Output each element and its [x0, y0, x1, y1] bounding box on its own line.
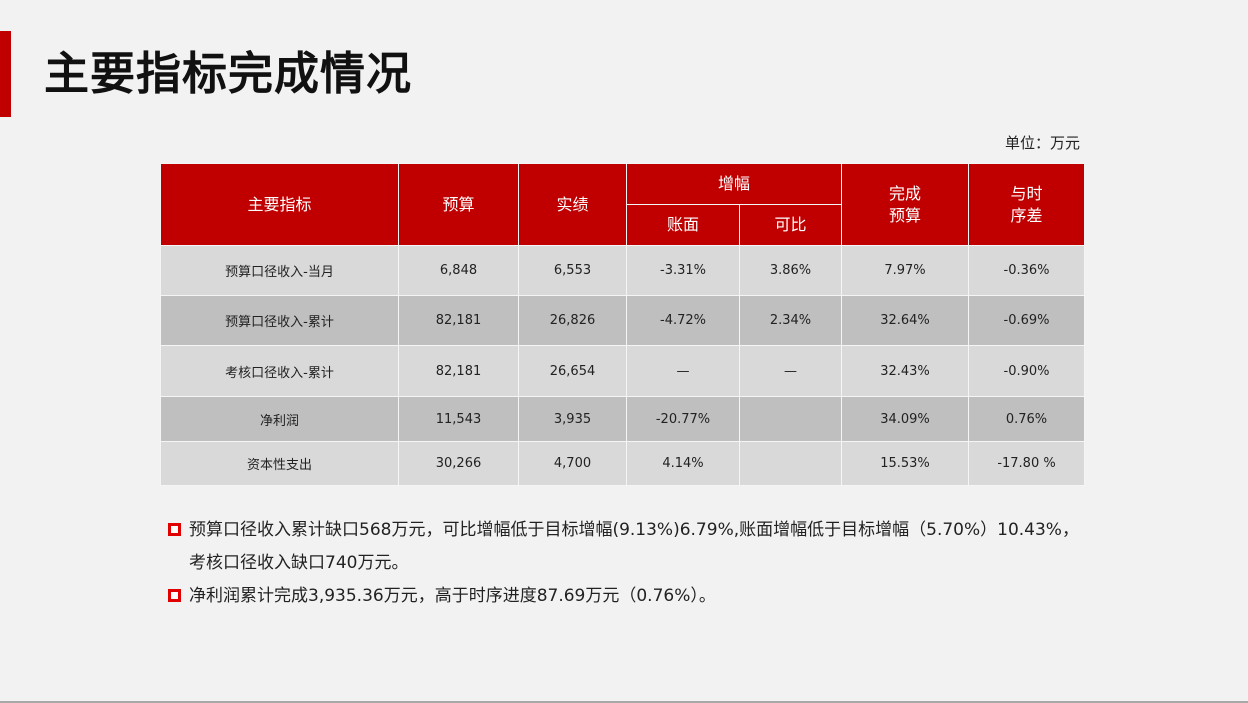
- header-growth-comparable: 可比: [738, 204, 843, 246]
- notes-list: 预算口径收入累计缺口568万元，可比增幅低于目标增幅(9.13%)6.79%,账…: [168, 514, 1128, 613]
- cell-budget: 82,181: [398, 345, 519, 397]
- header-timing-line1: 与时: [1010, 183, 1043, 203]
- cell-completion: 32.43%: [841, 345, 970, 397]
- bottom-divider: [0, 701, 1248, 703]
- cell-timing-diff: -0.69%: [968, 295, 1086, 346]
- title-accent-bar: [0, 31, 11, 117]
- note-text: 净利润累计完成3,935.36万元，高于时序进度87.69万元（0.76%）。: [189, 586, 716, 606]
- cell-completion: 7.97%: [841, 245, 970, 296]
- cell-actual: 26,654: [518, 345, 627, 397]
- header-actual: 实绩: [518, 163, 627, 246]
- cell-growth-comparable: 3.86%: [738, 245, 843, 296]
- note-item: 预算口径收入累计缺口568万元，可比增幅低于目标增幅(9.13%)6.79%,账…: [168, 514, 1128, 580]
- cell-completion: 32.64%: [841, 295, 970, 346]
- cell-growth-comparable: —: [738, 345, 843, 397]
- table-row: 预算口径收入-累计 82,181 26,826 -4.72% 2.34% 32.…: [160, 295, 1086, 346]
- cell-indicator: 预算口径收入-当月: [160, 245, 399, 296]
- cell-growth-book: -3.31%: [626, 245, 740, 296]
- header-timing-line2: 序差: [1010, 205, 1043, 225]
- cell-actual: 3,935: [518, 396, 627, 442]
- cell-budget: 30,266: [398, 441, 519, 486]
- cell-completion: 15.53%: [841, 441, 970, 486]
- note-item: 净利润累计完成3,935.36万元，高于时序进度87.69万元（0.76%）。: [168, 580, 1128, 613]
- cell-growth-book: 4.14%: [626, 441, 740, 486]
- cell-budget: 6,848: [398, 245, 519, 296]
- cell-indicator: 净利润: [160, 396, 399, 442]
- cell-growth-comparable: [738, 396, 843, 442]
- cell-budget: 82,181: [398, 295, 519, 346]
- table-row: 预算口径收入-当月 6,848 6,553 -3.31% 3.86% 7.97%…: [160, 245, 1086, 296]
- unit-label: 单位：万元: [1004, 134, 1080, 152]
- header-budget: 预算: [398, 163, 519, 246]
- note-text: 预算口径收入累计缺口568万元，可比增幅低于目标增幅(9.13%)6.79%,账…: [189, 520, 1079, 540]
- cell-indicator: 考核口径收入-累计: [160, 345, 399, 397]
- square-bullet-icon: [168, 589, 181, 602]
- header-growth-book: 账面: [626, 204, 740, 246]
- cell-growth-comparable: 2.34%: [738, 295, 843, 346]
- cell-growth-book: -20.77%: [626, 396, 740, 442]
- header-growth: 增幅: [625, 163, 843, 205]
- cell-timing-diff: -0.90%: [968, 345, 1086, 397]
- header-completion: 完成 预算: [841, 163, 970, 246]
- note-text-continued: 考核口径收入缺口740万元。: [189, 553, 409, 573]
- cell-actual: 6,553: [518, 245, 627, 296]
- cell-budget: 11,543: [398, 396, 519, 442]
- cell-indicator: 资本性支出: [160, 441, 399, 486]
- cell-growth-book: -4.72%: [626, 295, 740, 346]
- header-indicator: 主要指标: [160, 163, 399, 246]
- metrics-table: 主要指标 预算 实绩 增幅 完成 预算 与时 序差 账面 可比 预算口径收入-当…: [160, 163, 1086, 486]
- cell-timing-diff: 0.76%: [968, 396, 1086, 442]
- cell-actual: 26,826: [518, 295, 627, 346]
- cell-completion: 34.09%: [841, 396, 970, 442]
- cell-growth-book: —: [626, 345, 740, 397]
- header-timing-diff: 与时 序差: [968, 163, 1086, 246]
- header-completion-line1: 完成: [889, 183, 922, 203]
- cell-indicator: 预算口径收入-累计: [160, 295, 399, 346]
- header-completion-line2: 预算: [889, 205, 922, 225]
- page-title: 主要指标完成情况: [44, 47, 413, 100]
- cell-actual: 4,700: [518, 441, 627, 486]
- cell-timing-diff: -0.36%: [968, 245, 1086, 296]
- cell-growth-comparable: [738, 441, 843, 486]
- table-row: 净利润 11,543 3,935 -20.77% 34.09% 0.76%: [160, 396, 1086, 442]
- square-bullet-icon: [168, 523, 181, 536]
- table-row: 资本性支出 30,266 4,700 4.14% 15.53% -17.80 %: [160, 441, 1086, 486]
- table-row: 考核口径收入-累计 82,181 26,654 — — 32.43% -0.90…: [160, 345, 1086, 397]
- cell-timing-diff: -17.80 %: [968, 441, 1086, 486]
